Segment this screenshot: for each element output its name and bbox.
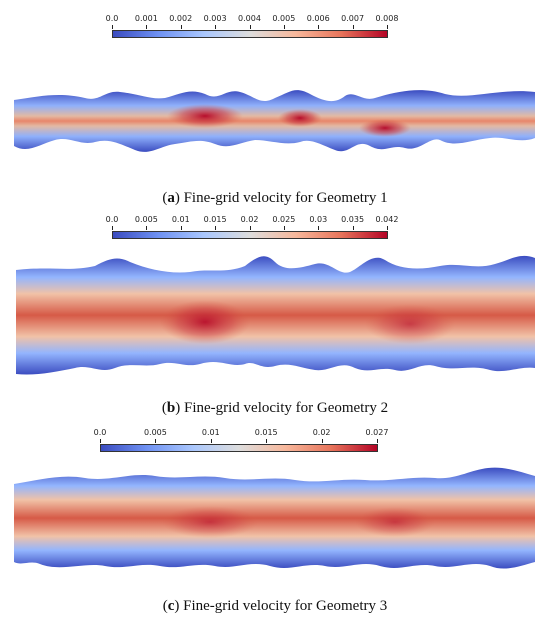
colorbar-tick-label: 0.005 [134,215,158,224]
colorbar-c: 0.0 0.005 0.01 0.015 0.02 0.027 [94,428,388,458]
colorbar-tick-label: 0.008 [375,14,399,23]
colorbar-tick [266,439,268,443]
colorbar-a: 0.0 0.001 0.002 0.003 0.004 0.005 0.006 0.007 0.… [106,14,398,44]
colorbar-tick [112,25,113,29]
colorbar-b: 0.0 0.005 0.01 0.015 0.02 0.025 0.03 0.035 0.042 [106,215,398,245]
caption-a: (a) Fine-grid velocity for Geometry 1 [162,190,388,206]
colorbar-gradient [100,444,378,452]
colorbar-tick [180,226,182,230]
panel-b: 0.0 0.005 0.01 0.015 0.02 0.025 0.03 0.035 0.042… [0,210,550,420]
colorbar-tick [210,439,212,443]
colorbar-tick [249,25,251,29]
colorbar-tick-label: 0.02 [240,215,259,224]
colorbar-tick [155,439,157,443]
colorbar-tick [387,25,388,29]
caption-b: (b) Fine-grid velocity for Geometry 2 [161,400,389,416]
colorbar-tick-label: 0.001 [134,14,158,23]
colorbar-tick-label: 0.027 [365,428,389,437]
colorbar-tick-label: 0.0 [105,14,119,23]
colorbar-tick-label: 0.004 [238,14,261,23]
colorbar-tick-label: 0.005 [272,14,296,23]
panel-a: 0.0 0.001 0.002 0.003 0.004 0.005 0.006 0.007 0.… [0,0,550,215]
colorbar-tick-label: 0.0 [93,428,107,437]
colorbar-tick-label: 0.0 [105,215,119,224]
colorbar-tick-label: 0.03 [309,215,328,224]
colorbar-tick [249,226,251,230]
colorbar-tick-label: 0.003 [203,14,227,23]
colorbar-tick-label: 0.015 [203,215,227,224]
colorbar-tick [283,25,285,29]
colorbar-tick [146,226,148,230]
colorbar-tick-label: 0.042 [375,215,399,224]
colorbar-tick [283,226,285,230]
colorbar-tick-label: 0.002 [169,14,193,23]
panel-c: 0.0 0.005 0.01 0.015 0.02 0.027 (c) Fine-grid… [0,420,550,629]
colorbar-tick [112,226,113,230]
velocity-field-geometry-1 [14,90,535,152]
colorbar-tick [352,25,354,29]
colorbar-tick [318,25,320,29]
colorbar-tick [180,25,182,29]
colorbar-tick-label: 0.015 [254,428,278,437]
colorbar-gradient [112,231,388,239]
colorbar-tick [215,25,217,29]
colorbar-tick-label: 0.005 [143,428,167,437]
colorbar-tick-label: 0.025 [272,215,296,224]
velocity-field-geometry-3 [14,467,535,569]
colorbar-tick-label: 0.01 [201,428,220,437]
colorbar-tick [146,25,148,29]
colorbar-tick [215,226,217,230]
colorbar-tick-label: 0.006 [306,14,330,23]
colorbar-gradient [112,30,388,38]
colorbar-tick-label: 0.007 [341,14,365,23]
colorbar-tick [352,226,354,230]
colorbar-tick-label: 0.01 [171,215,190,224]
colorbar-tick [318,226,320,230]
colorbar-tick [100,439,101,443]
colorbar-tick [321,439,323,443]
colorbar-tick-label: 0.02 [312,428,331,437]
velocity-field-geometry-2 [16,255,535,375]
colorbar-tick-label: 0.035 [341,215,365,224]
caption-c: (c) Fine-grid velocity for Geometry 3 [162,598,388,614]
colorbar-tick [387,226,388,230]
colorbar-tick [377,439,378,443]
